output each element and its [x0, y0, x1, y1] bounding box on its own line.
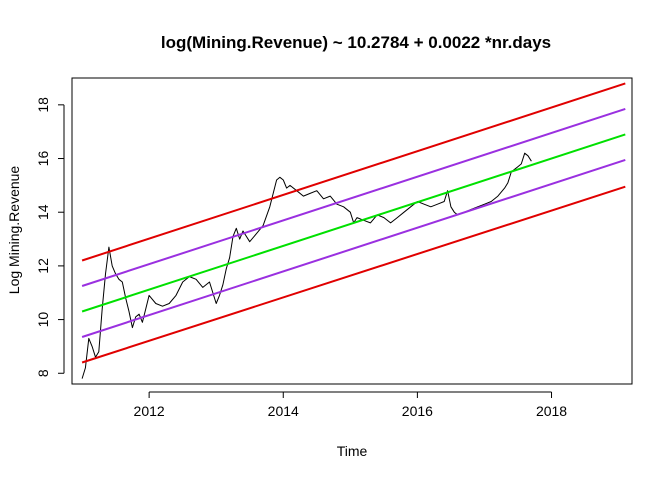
series-line-band-2 [81, 107, 626, 287]
y-tick-label: 16 [35, 151, 51, 167]
chart-title: log(Mining.Revenue) ~ 10.2784 + 0.0022 *… [161, 33, 551, 52]
plot-frame [71, 77, 633, 385]
y-axis-label: Log Mining.Revenue [6, 166, 22, 295]
y-tick-label: 12 [35, 258, 51, 274]
x-tick-label: 2018 [536, 403, 567, 419]
x-tick-label: 2012 [134, 403, 165, 419]
y-tick-label: 10 [35, 312, 51, 328]
x-tick-label: 2016 [402, 403, 433, 419]
y-tick-label: 18 [35, 97, 51, 113]
y-axis: 8 10 12 14 16 18 [35, 97, 65, 377]
series-line-band-4 [81, 158, 626, 338]
series-line-band-5 [81, 185, 626, 364]
x-axis: 2012 2014 2016 2018 [134, 391, 567, 419]
x-axis-label: Time [337, 443, 368, 459]
y-tick-label: 8 [35, 369, 51, 377]
x-tick-label: 2014 [268, 403, 299, 419]
series-line-band-3 [81, 133, 626, 313]
series-layer [81, 82, 626, 379]
series-line-band-1 [81, 82, 626, 262]
y-tick-label: 14 [35, 204, 51, 220]
